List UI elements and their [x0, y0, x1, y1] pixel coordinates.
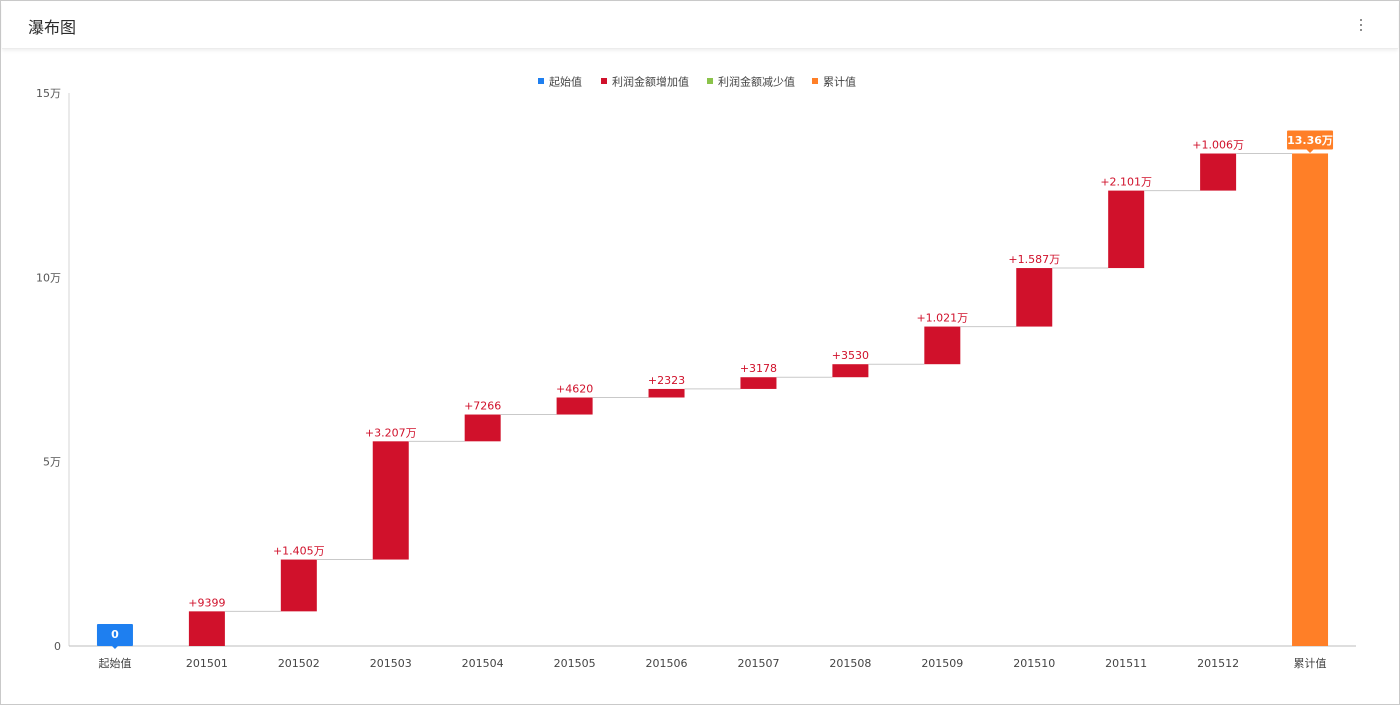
data-label: +1.587万 [1008, 253, 1060, 266]
data-label-total: 13.36万 [1287, 134, 1333, 147]
bar-increment [1200, 153, 1237, 191]
bar-increment [556, 397, 593, 415]
legend-swatch [707, 78, 713, 84]
x-tick-label: 起始值 [98, 656, 131, 670]
more-vertical-icon[interactable] [1352, 14, 1370, 36]
data-label: +4620 [556, 383, 593, 396]
data-label: +3.207万 [365, 426, 417, 439]
legend-swatch [601, 78, 607, 84]
x-tick-label: 201510 [1013, 657, 1055, 670]
bar-increment [648, 388, 685, 398]
x-tick-label: 201512 [1197, 657, 1239, 670]
bar-increment [188, 611, 225, 646]
bar-increment [372, 441, 409, 560]
data-label-total-bg [1287, 130, 1334, 150]
y-tick-label: 10万 [36, 271, 61, 284]
legend-label: 累计值 [823, 76, 856, 89]
bar-start-pointer [110, 645, 119, 649]
data-label: +3530 [832, 349, 869, 362]
y-tick-label: 0 [54, 640, 61, 653]
x-tick-label: 201506 [646, 657, 688, 670]
bar-increment [1108, 190, 1145, 269]
data-label: +9399 [188, 596, 225, 609]
bar-increment [280, 559, 317, 612]
legend-label: 起始值 [549, 75, 582, 89]
card-header: 瀑布图 [2, 2, 1398, 49]
x-tick-label: 累计值 [1294, 657, 1327, 670]
data-label: +2323 [648, 374, 685, 387]
bar-increment [464, 414, 501, 442]
x-tick-label: 201505 [554, 657, 596, 670]
x-tick-label: 201501 [186, 657, 228, 670]
data-label-start: 0 [111, 628, 119, 641]
y-tick-label: 5万 [43, 456, 61, 469]
x-tick-label: 201502 [278, 657, 320, 670]
bar-increment [924, 326, 961, 365]
data-label: +1.021万 [916, 312, 968, 325]
data-label: +3178 [740, 362, 777, 375]
y-tick-label: 15万 [36, 87, 61, 100]
bar-increment [1016, 268, 1053, 327]
data-label: +7266 [464, 400, 501, 413]
x-tick-label: 201504 [462, 657, 504, 670]
x-tick-label: 201507 [737, 657, 779, 670]
data-label-total-pointer [1306, 148, 1315, 153]
bar-increment [832, 364, 869, 378]
x-tick-label: 201503 [370, 657, 412, 670]
legend-swatch [812, 78, 818, 84]
data-label: +1.405万 [273, 545, 325, 558]
data-label: +2.101万 [1100, 176, 1152, 189]
legend-label: 利润金额增加值 [612, 75, 689, 89]
x-tick-label: 201508 [829, 657, 871, 670]
bar-total [1292, 153, 1329, 646]
x-tick-label: 201509 [921, 657, 963, 670]
legend-label: 利润金额减少值 [718, 75, 795, 89]
legend-swatch [538, 78, 544, 84]
bar-increment [740, 377, 777, 389]
data-label: +1.006万 [1192, 139, 1244, 152]
page-title: 瀑布图 [28, 18, 77, 37]
x-tick-label: 201511 [1105, 657, 1147, 670]
bar-start [96, 624, 133, 646]
